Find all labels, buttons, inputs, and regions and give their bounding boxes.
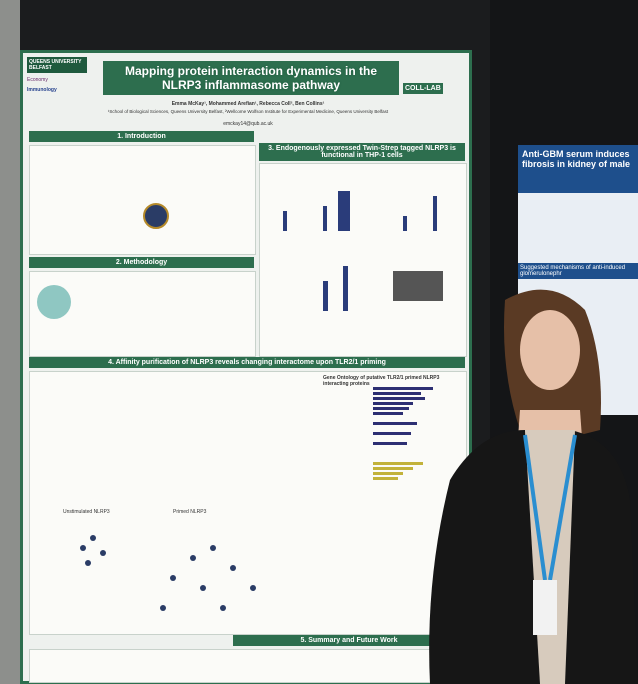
- section-heading: 2. Methodology: [29, 257, 254, 268]
- bar-charts: [283, 191, 443, 311]
- university-logo: QUEENS UNIVERSITY BELFAST: [27, 57, 87, 73]
- wall: [0, 0, 20, 684]
- section-heading: 3. Endogenously expressed Twin-Strep tag…: [259, 143, 465, 161]
- intro-panel: [29, 145, 256, 255]
- poster-title: Mapping protein interaction dynamics in …: [103, 61, 399, 95]
- neighbour-title: Anti-GBM serum induces fibrosis in kidne…: [518, 145, 638, 193]
- method-panel: [29, 271, 256, 357]
- networks: [80, 535, 256, 611]
- poster: QUEENS UNIVERSITY BELFAST Economy Immuno…: [20, 50, 472, 684]
- inflammasome-icon: [143, 203, 169, 229]
- section-heading: 1. Introduction: [29, 131, 254, 142]
- section-heading: 5. Summary and Future Work: [233, 635, 465, 646]
- economy-logo: Economy: [27, 77, 48, 83]
- lab-logo: COLL-LAB: [403, 83, 443, 94]
- section-heading: 4. Affinity purification of NLRP3 reveal…: [29, 357, 465, 368]
- authors: Emma McKay¹, Mohammed Arefian¹, Rebecca …: [171, 101, 325, 107]
- logo-block: QUEENS UNIVERSITY BELFAST Economy Immuno…: [27, 57, 87, 113]
- email: emckay14@qub.ac.uk: [223, 121, 273, 127]
- blot: [393, 271, 443, 301]
- society-logo: Immunology: [27, 87, 57, 93]
- summary-panel: [29, 649, 467, 683]
- go-bars: [373, 387, 433, 480]
- affiliations: ¹School of Biological Sciences, Queens U…: [107, 109, 389, 114]
- neighbour-subheading: Suggested mechanisms of anti-induced glo…: [518, 263, 638, 279]
- go-title: Gene Ontology of putative TLR2/1 primed …: [323, 375, 440, 387]
- person: [429, 289, 638, 684]
- cell-icon: [37, 285, 71, 319]
- network-label: Unstimulated NLRP3: [63, 509, 110, 515]
- results-panel: [259, 163, 467, 357]
- network-label: Primed NLRP3: [173, 509, 207, 515]
